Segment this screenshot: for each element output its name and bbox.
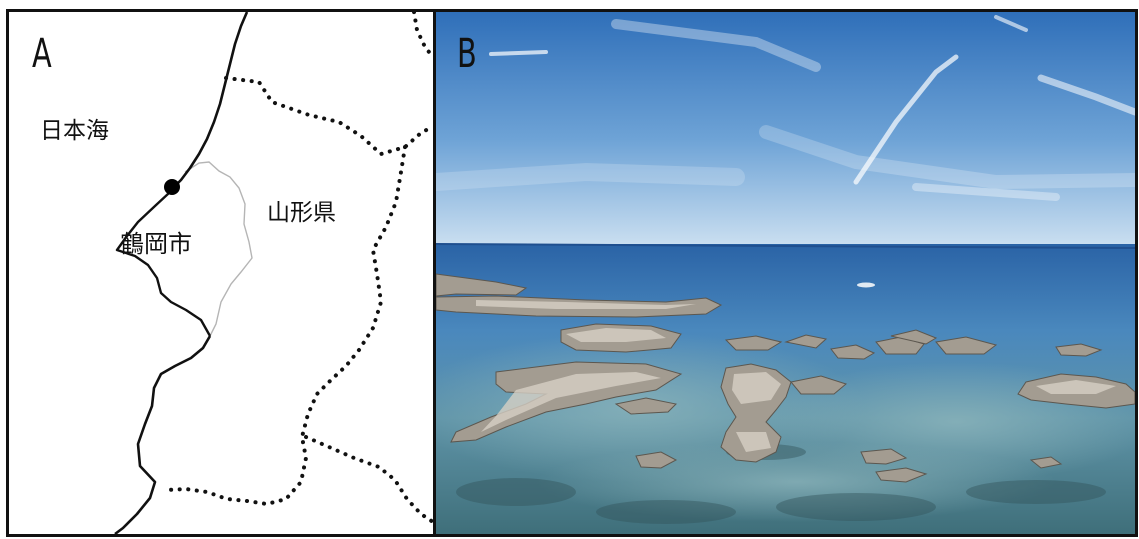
panel-letter-b: B: [457, 31, 477, 77]
city-boundary: [184, 161, 253, 337]
coastline: [114, 12, 249, 534]
city-boundary-land: [115, 192, 212, 337]
boat: [857, 282, 875, 288]
coast-photo: [436, 12, 1135, 534]
map-drawing: [114, 12, 433, 534]
prefecture-label: 山形県: [267, 200, 336, 226]
panel-b-photo: B: [436, 9, 1138, 537]
panel-letter-a: A: [32, 31, 52, 77]
sky: [436, 12, 1135, 244]
sea-label: 日本海: [40, 118, 109, 144]
prefecture-border: [165, 12, 433, 524]
location-marker: [164, 179, 180, 195]
horizon: [436, 243, 1135, 249]
panel-a-map: A 日本海 鶴岡市 山形県: [6, 9, 436, 537]
city-label: 鶴岡市: [120, 230, 192, 258]
clouds: [436, 15, 1135, 201]
submerged-rocks: [456, 444, 1106, 524]
rock-highlights: [476, 300, 1116, 452]
